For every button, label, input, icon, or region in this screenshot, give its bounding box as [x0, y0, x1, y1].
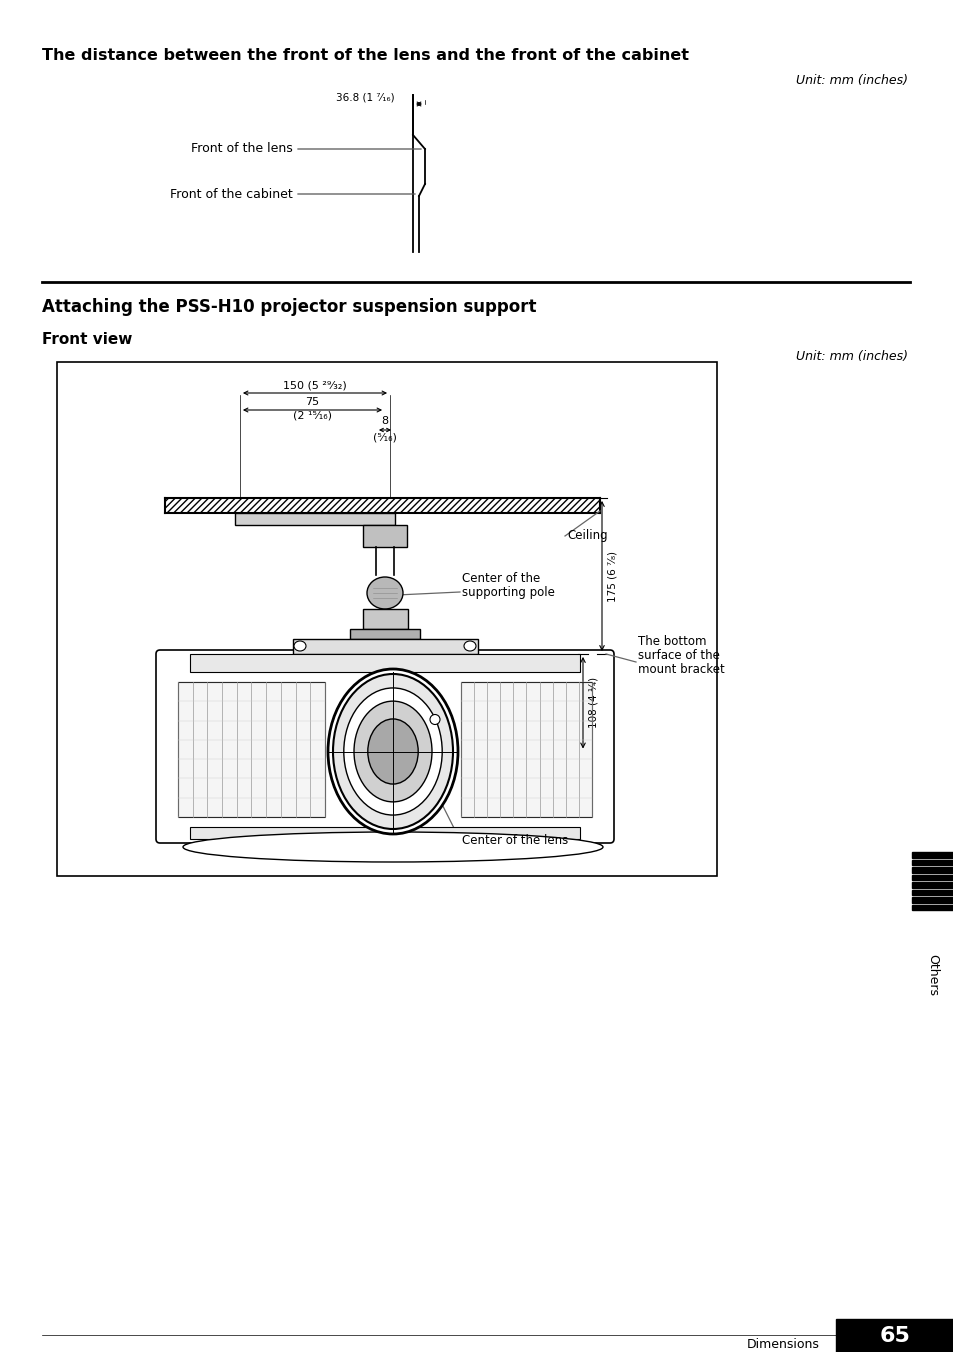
Ellipse shape: [183, 831, 602, 863]
Text: mount bracket: mount bracket: [638, 662, 724, 676]
Ellipse shape: [368, 719, 417, 784]
Text: The bottom: The bottom: [638, 635, 706, 648]
Bar: [835, 1320, 953, 1352]
Bar: [911, 890, 953, 895]
Bar: [234, 512, 395, 525]
Ellipse shape: [367, 577, 402, 608]
Bar: [911, 852, 953, 857]
Text: (2 ¹⁵⁄₁₆): (2 ¹⁵⁄₁₆): [293, 411, 332, 420]
Text: Unit: mm (inches): Unit: mm (inches): [795, 74, 907, 87]
Text: Attaching the PSS-H10 projector suspension support: Attaching the PSS-H10 projector suspensi…: [42, 297, 536, 316]
Text: Front of the cabinet: Front of the cabinet: [170, 188, 293, 200]
Text: Front view: Front view: [42, 333, 132, 347]
Ellipse shape: [354, 702, 432, 802]
Bar: [350, 629, 419, 639]
Bar: [165, 498, 599, 512]
Text: Front of the lens: Front of the lens: [191, 142, 293, 155]
Bar: [911, 896, 953, 903]
Text: Center of the lens: Center of the lens: [461, 833, 568, 846]
Text: Others: Others: [925, 955, 939, 996]
Bar: [190, 654, 579, 672]
Bar: [911, 875, 953, 880]
Bar: [911, 904, 953, 910]
Text: Center of the: Center of the: [461, 572, 539, 585]
Text: (⁵⁄₁₆): (⁵⁄₁₆): [373, 433, 396, 442]
Bar: [911, 867, 953, 872]
Text: Ceiling: Ceiling: [566, 530, 607, 542]
Text: supporting pole: supporting pole: [461, 585, 555, 599]
Text: The distance between the front of the lens and the front of the cabinet: The distance between the front of the le…: [42, 49, 688, 64]
Bar: [363, 608, 408, 629]
Circle shape: [430, 714, 439, 725]
Text: 150 (5 ²⁹⁄₃₂): 150 (5 ²⁹⁄₃₂): [283, 380, 347, 389]
FancyBboxPatch shape: [156, 650, 614, 844]
Text: surface of the: surface of the: [638, 649, 720, 662]
Text: 65: 65: [879, 1325, 909, 1345]
Text: 108 (4 ¹⁄₄): 108 (4 ¹⁄₄): [588, 677, 598, 729]
Ellipse shape: [333, 675, 453, 829]
Ellipse shape: [343, 688, 442, 815]
Ellipse shape: [294, 641, 306, 652]
Text: 8: 8: [381, 416, 388, 426]
Text: Unit: mm (inches): Unit: mm (inches): [795, 350, 907, 362]
Ellipse shape: [463, 641, 476, 652]
Text: 175 (6 ⁷⁄₈): 175 (6 ⁷⁄₈): [607, 550, 618, 602]
Bar: [911, 882, 953, 887]
Bar: [190, 827, 579, 840]
Text: Dimensions: Dimensions: [746, 1338, 820, 1352]
Bar: [460, 681, 592, 817]
Bar: [57, 362, 717, 876]
Ellipse shape: [328, 669, 457, 834]
Bar: [178, 681, 325, 817]
Bar: [911, 860, 953, 865]
Bar: [363, 525, 407, 548]
Text: 75: 75: [305, 397, 319, 407]
Text: 36.8 (1 ⁷⁄₁₆): 36.8 (1 ⁷⁄₁₆): [336, 92, 395, 101]
Bar: [293, 639, 477, 654]
